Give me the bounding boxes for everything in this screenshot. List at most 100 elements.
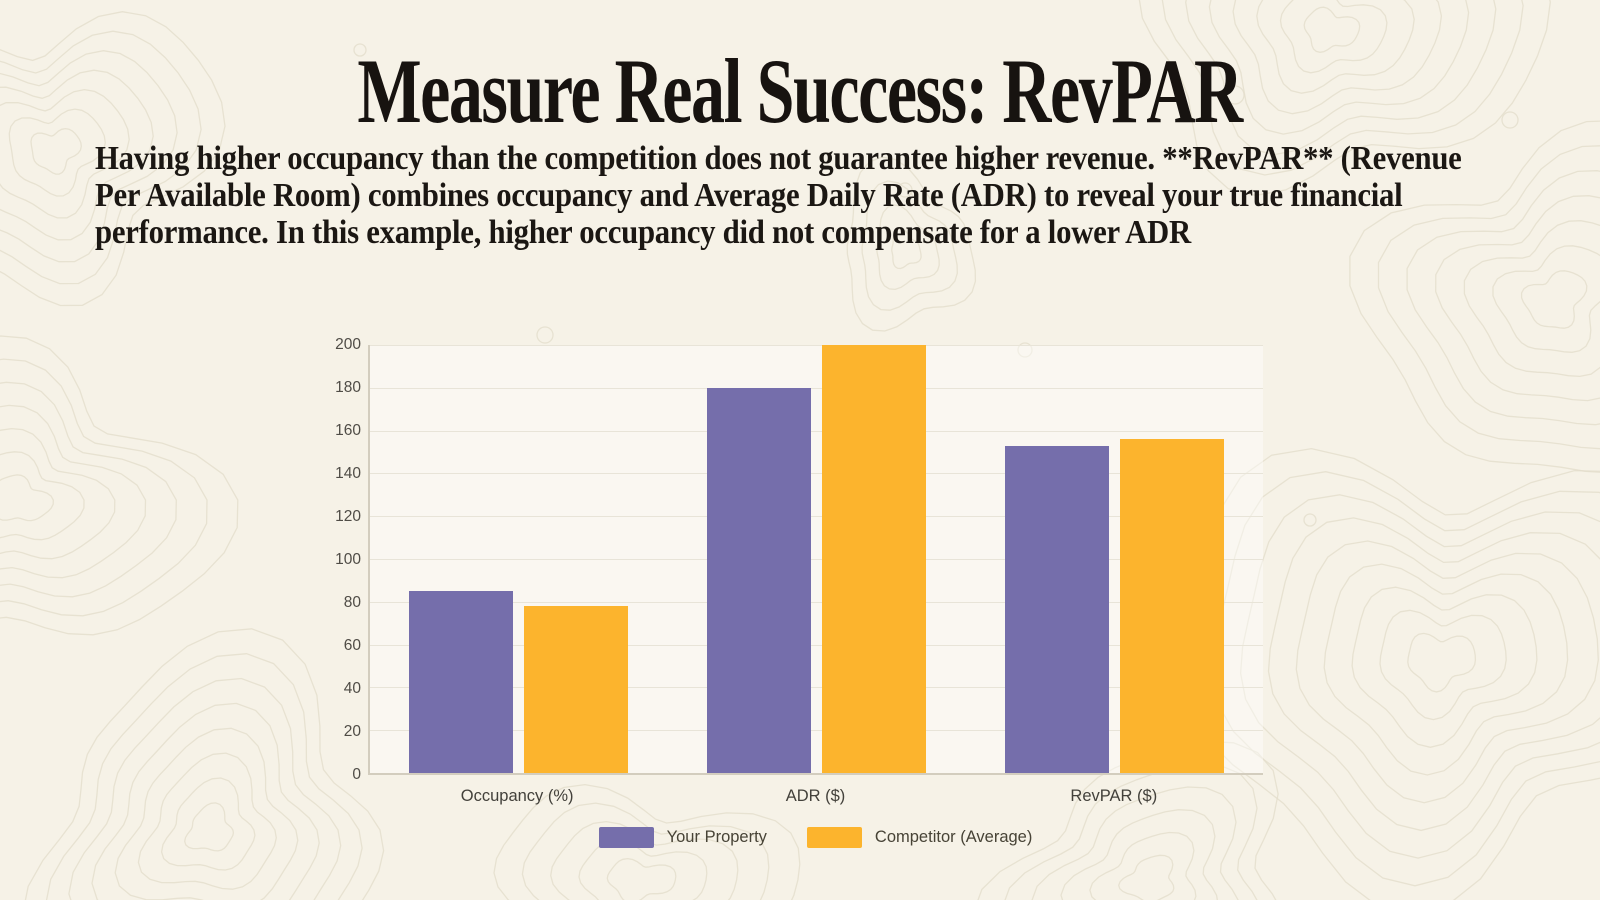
x-axis-category-labels: Occupancy (%) ADR ($) RevPAR ($) [368,787,1263,806]
x-axis-label-occupancy: Occupancy (%) [460,787,574,805]
contour-ring [1295,540,1599,804]
contour-ring [0,50,178,263]
contour-ring [24,628,385,900]
contour-ring [521,802,770,900]
bar-your-property-revpar [1004,445,1109,773]
contour-dot [353,43,367,57]
contour-ring [1349,120,1600,473]
contour-ring [0,30,202,285]
contour-ring [0,451,85,541]
bar-competitor-average-occupancy [524,606,629,773]
page-title-text: Measure Real Success: RevPAR [357,40,1244,142]
y-tick-label-140: 140 [335,465,361,482]
contour-ring [0,335,239,636]
x-axis-label-revpar: RevPAR ($) [1070,787,1158,805]
contour-ring [861,180,958,311]
contour-ring [1406,170,1600,426]
gridline-y-20 [370,730,1263,732]
legend-label-your-property: Your Property [666,828,767,846]
bar-competitor-average-adr [822,345,926,773]
contour-ring [1323,563,1569,776]
contour-ring [606,857,677,900]
contour-ring [45,653,363,900]
contour-ring [91,702,320,900]
y-tick-label-180: 180 [335,379,361,396]
contour-ring [1463,220,1600,378]
contour-ring [8,108,106,197]
bar-group-adr [668,345,966,773]
y-tick-label-40: 40 [343,680,361,697]
gridline-y-140 [370,473,1263,475]
contour-ring [0,69,154,241]
gridline-y-180 [370,387,1263,389]
contour-dot [897,182,913,198]
contour-ring [846,156,977,332]
contour-ring [30,127,82,175]
gridline-y-100 [370,559,1263,560]
y-tick-label-60: 60 [343,637,361,654]
y-tick-label-80: 80 [343,594,361,611]
page-title: Measure Real Success: RevPAR [0,38,1600,144]
contour-ring [493,783,801,900]
contour-ring [1351,586,1538,748]
bar-groups [370,345,1263,773]
contour-ring [1492,245,1600,353]
contour-ring [578,839,708,900]
contour-ring [1138,0,1551,197]
gridline-y-120 [370,516,1263,518]
bar-your-property-adr [707,387,811,773]
x-axis-label-adr: ADR ($) [785,787,846,805]
contour-ring [1267,517,1600,832]
contour-dot [1303,513,1317,527]
contour-ring [1520,270,1588,329]
contour-ring [137,752,277,890]
gridline-y-60 [370,644,1263,646]
legend-label-competitor-average: Competitor (Average) [874,828,1033,846]
contour-ring [977,740,1279,900]
legend-swatch-your-property [598,827,654,848]
y-tick-label-160: 160 [335,422,361,439]
contour-ring [68,677,342,900]
contour-ring [114,727,299,900]
y-tick-label-20: 20 [343,723,361,740]
contour-ring [1303,6,1361,53]
contour-dot [1225,85,1245,105]
contour-ring [550,820,739,900]
gridline-y-80 [370,601,1263,603]
contour-ring [184,802,235,852]
contour-ring [1256,0,1415,94]
gridline-y-200 [370,345,1263,346]
contour-ring [1004,763,1258,900]
contour-dot [1501,111,1519,129]
page-description: Having higher occupancy than the competi… [95,140,1462,251]
contour-ring [1208,0,1470,135]
bar-group-occupancy [370,345,668,773]
contour-ring [1435,195,1600,402]
contour-ring [1377,145,1600,450]
chart-legend: Your Property Competitor (Average) [368,827,1263,848]
y-tick-label-100: 100 [335,551,361,568]
bar-competitor-average-revpar [1119,439,1224,773]
contour-ring [0,474,54,522]
contour-ring [1407,632,1477,693]
contour-dot [536,326,554,344]
chart-plot-area [368,345,1263,775]
contour-ring [0,88,130,219]
contour-ring [876,204,940,291]
bar-group-revpar [965,345,1263,773]
gridline-y-40 [370,687,1263,689]
y-tick-label-120: 120 [335,508,361,525]
revpar-comparison-bar-chart: 0 20 40 60 80 100 120 140 160 180 200 Occupancy (%… [323,335,1268,875]
contour-ring [1279,0,1388,74]
contour-ring [0,11,226,307]
contour-ring [1232,0,1443,115]
contour-ring [0,427,116,560]
bar-your-property-occupancy [409,591,514,773]
contour-ring [1118,854,1175,900]
y-tick-label-0: 0 [352,766,361,783]
contour-ring [0,404,147,579]
contour-ring [160,777,256,871]
contour-ring [1161,0,1524,176]
